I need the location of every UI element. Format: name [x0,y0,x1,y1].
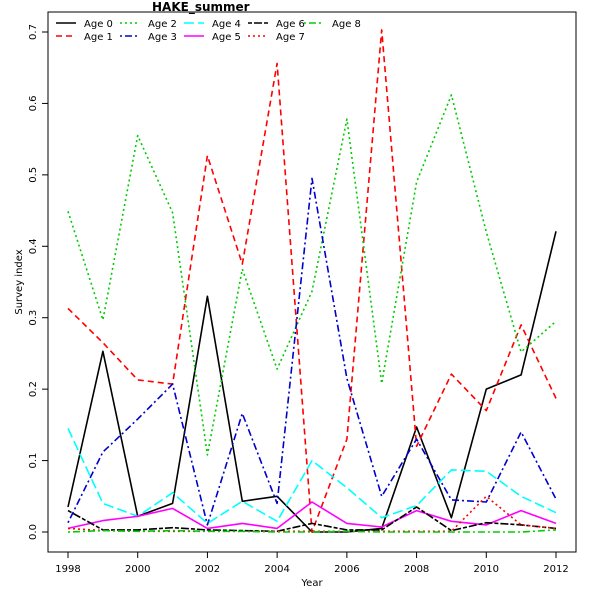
series-line-age-0 [67,231,557,533]
x-tick-label: 2012 [543,564,568,575]
legend-label: Age 7 [276,32,305,43]
y-tick-label: 0.6 [28,95,39,111]
y-tick-label: 0.7 [28,24,39,40]
series-line-age-2 [67,94,557,456]
legend-label: Age 5 [212,32,241,43]
series-line-age-3 [67,177,557,526]
series-line-age-4 [67,428,557,525]
series-line-age-1 [67,29,557,533]
x-tick-label: 2008 [404,564,429,575]
legend-label: Age 4 [212,19,241,30]
x-axis: 1998 2000 2002 2004 2006 2008 2010 2012 [55,552,569,575]
x-tick-label: 2004 [264,564,289,575]
series-line-age-6 [67,506,557,533]
y-axis-label: Survey index [14,249,25,314]
x-tick-label: 2002 [195,564,220,575]
series-line-age-5 [67,501,557,530]
plot-frame [47,11,577,553]
y-tick-label: 0.2 [28,381,39,397]
y-tick-label: 0.4 [28,238,39,254]
x-tick-label: 2006 [334,564,359,575]
legend-label: Age 2 [148,19,177,30]
y-tick-label: 0.5 [28,167,39,183]
y-axis: 0.0 0.1 0.2 0.3 0.4 0.5 0.6 0.7 [28,24,48,540]
legend-label: Age 1 [84,32,113,43]
legend-label: Age 6 [276,19,305,30]
y-tick-label: 0.0 [28,524,39,540]
legend-label: Age 0 [84,19,113,30]
chart-title: HAKE_summer [152,0,250,15]
y-tick-label: 0.1 [28,453,39,469]
x-tick-label: 1998 [55,564,80,575]
series-lines [67,29,557,533]
legend-label: Age 8 [332,19,361,30]
legend: Age 0 Age 1 Age 2 Age 3 Age 4 Age 5 Age 6 Age 7… [56,19,361,43]
legend-label: Age 3 [148,32,177,43]
x-axis-label: Year [300,578,323,589]
y-tick-label: 0.3 [28,310,39,326]
x-tick-label: 2000 [125,564,150,575]
series-line-age-8 [67,529,557,533]
x-tick-label: 2010 [474,564,499,575]
